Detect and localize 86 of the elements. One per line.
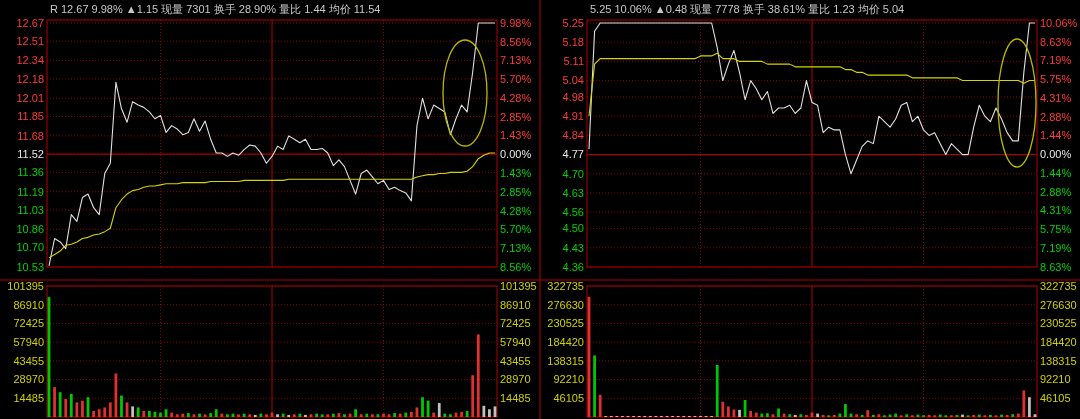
- y-tick-label: 4.84: [562, 129, 584, 142]
- y2-tick-label: 14485: [500, 392, 531, 405]
- y-tick-label: 5.04: [562, 74, 584, 87]
- y-tick-label: 4.43: [562, 241, 584, 254]
- chart-title: R 12.67 9.98% ▲1.15 现量 7301 换手 28.90% 量比 1.44 均价 11.54: [50, 3, 381, 15]
- y-tick-label: 4.70: [562, 167, 584, 180]
- y2-tick-label: 28970: [500, 373, 531, 386]
- y-tick-label: 4.63: [562, 186, 584, 199]
- y-tick-label: 101395: [7, 279, 44, 292]
- y-tick-label: 184420: [547, 335, 584, 348]
- y-tick-label: 12.01: [16, 92, 44, 105]
- y-tick-label: 10.86: [16, 223, 44, 236]
- y-tick-label: 12.18: [16, 72, 44, 85]
- y2-tick-label: 7.13%: [500, 54, 532, 67]
- y-tick-label: 4.36: [562, 260, 584, 273]
- y2-tick-label: 101395: [500, 279, 537, 292]
- y-tick-label: 57940: [13, 335, 44, 348]
- y2-tick-label: 72425: [500, 317, 531, 330]
- y-tick-label: 5.11: [563, 55, 584, 68]
- y2-tick-label: 43455: [500, 354, 531, 367]
- y2-tick-label: 10.06%: [1040, 16, 1078, 29]
- y2-tick-label: 276630: [1040, 298, 1077, 311]
- y2-tick-label: 57940: [500, 335, 531, 348]
- y-tick-label: 4.77: [562, 148, 584, 161]
- y-tick-label: 230525: [547, 317, 584, 330]
- y2-tick-label: 92210: [1040, 373, 1071, 386]
- y-tick-label: 11.68: [17, 129, 44, 142]
- y-tick-label: 4.91: [562, 110, 584, 123]
- y2-tick-label: 2.85%: [500, 185, 532, 198]
- chart-title: 5.25 10.06% ▲0.48 现量 7778 换手 38.61% 量比 1.23 均价 5.04: [590, 3, 905, 15]
- y-tick-label: 11.85: [17, 110, 44, 123]
- y-tick-label: 11.36: [17, 166, 44, 179]
- y2-tick-label: 138315: [1040, 354, 1077, 367]
- y2-tick-label: 0.00%: [500, 148, 532, 161]
- y2-tick-label: 7.19%: [1040, 242, 1072, 255]
- y2-tick-label: 8.56%: [500, 260, 532, 273]
- y2-tick-label: 5.70%: [500, 73, 532, 86]
- y2-tick-label: 86910: [500, 298, 531, 311]
- y-tick-label: 4.50: [562, 222, 584, 235]
- y-tick-label: 322735: [547, 279, 584, 292]
- y-tick-label: 14485: [13, 392, 44, 405]
- y-tick-label: 11.03: [17, 203, 44, 216]
- y-tick-label: 11.19: [17, 185, 44, 198]
- y-tick-label: 5.25: [562, 16, 584, 29]
- y2-tick-label: 1.43%: [500, 129, 532, 142]
- y-tick-label: 86910: [13, 298, 44, 311]
- y2-tick-label: 4.28%: [500, 91, 532, 104]
- y2-tick-label: 5.75%: [1040, 223, 1072, 236]
- y-tick-label: 72425: [13, 317, 44, 330]
- y-tick-label: 12.51: [16, 35, 44, 48]
- y-tick-label: 28970: [13, 373, 44, 386]
- y2-tick-label: 322735: [1040, 279, 1077, 292]
- y2-tick-label: 184420: [1040, 335, 1077, 348]
- y-tick-label: 12.34: [16, 54, 44, 67]
- y2-tick-label: 9.98%: [500, 16, 532, 29]
- y-tick-label: 43455: [13, 354, 44, 367]
- y2-tick-label: 46105: [1040, 392, 1071, 405]
- y-tick-label: 12.67: [16, 16, 44, 29]
- y-tick-label: 4.56: [562, 206, 584, 219]
- y2-tick-label: 4.28%: [500, 204, 532, 217]
- y-tick-label: 10.53: [16, 260, 44, 273]
- y-tick-label: 46105: [553, 392, 584, 405]
- y-tick-label: 92210: [553, 373, 584, 386]
- y2-tick-label: 4.31%: [1040, 204, 1072, 217]
- y-tick-label: 138315: [547, 354, 584, 367]
- y2-tick-label: 8.56%: [500, 35, 532, 48]
- y2-tick-label: 1.43%: [500, 167, 532, 180]
- y2-tick-label: 8.63%: [1040, 260, 1072, 273]
- y2-tick-label: 2.85%: [500, 110, 532, 123]
- y2-tick-label: 2.88%: [1040, 110, 1072, 123]
- y-tick-label: 276630: [547, 298, 584, 311]
- y2-tick-label: 2.88%: [1040, 185, 1072, 198]
- y2-tick-label: 4.31%: [1040, 91, 1072, 104]
- y2-tick-label: 1.44%: [1040, 129, 1072, 142]
- y2-tick-label: 0.00%: [1040, 148, 1072, 161]
- y-tick-label: 4.98: [562, 90, 584, 103]
- y-tick-label: 10.70: [16, 241, 44, 254]
- y-tick-label: 5.18: [562, 36, 584, 49]
- y2-tick-label: 5.75%: [1040, 73, 1072, 86]
- y-tick-label: 11.52: [17, 147, 44, 160]
- y2-tick-label: 1.44%: [1040, 166, 1072, 179]
- y2-tick-label: 7.13%: [500, 242, 532, 255]
- y2-tick-label: 230525: [1040, 317, 1077, 330]
- y2-tick-label: 8.63%: [1040, 35, 1072, 48]
- y2-tick-label: 7.19%: [1040, 54, 1072, 67]
- y2-tick-label: 5.70%: [500, 223, 532, 236]
